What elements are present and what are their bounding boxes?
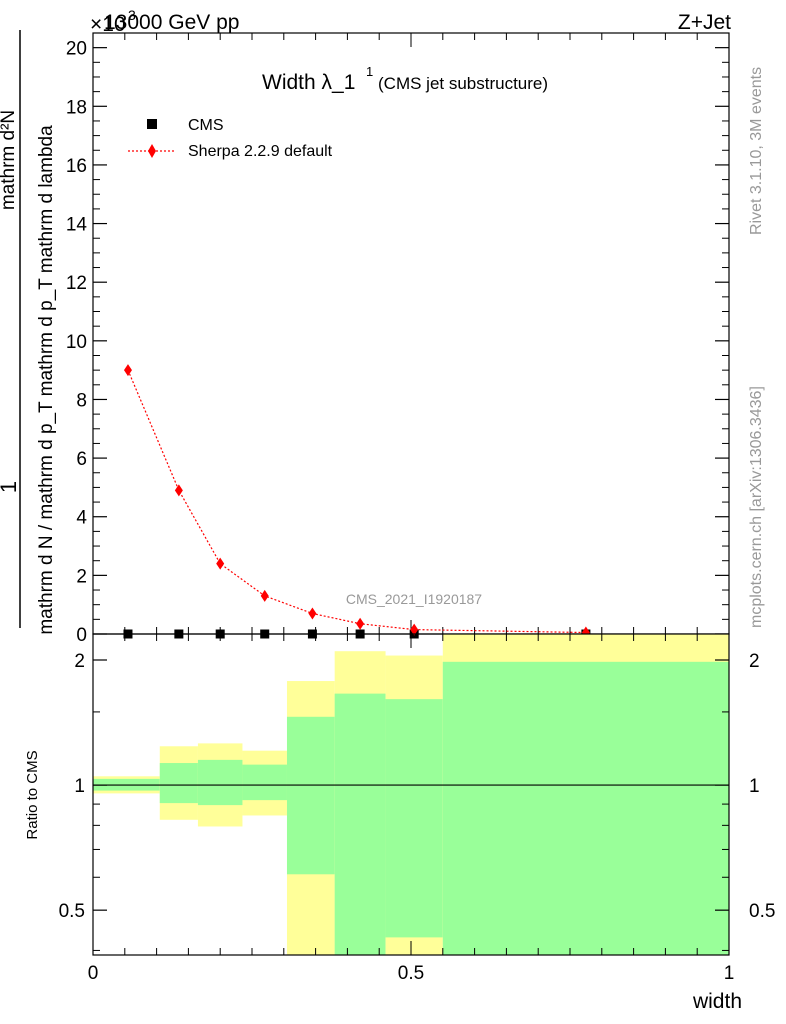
process-label: Z+Jet — [678, 11, 731, 34]
ratio-green-band — [385, 699, 443, 938]
ratio-bands — [93, 634, 729, 955]
legend: CMS Sherpa 2.2.9 default — [128, 117, 333, 160]
main-y-tick-label: 18 — [66, 97, 87, 118]
main-y-tick-label: 20 — [66, 39, 87, 60]
ratio-panel: 0.5 0.51 12 2 0 0.5 1 Ratio to CMS width — [24, 633, 775, 1013]
title-main: Width λ_1 — [262, 71, 355, 94]
y-label-top: mathrm d²N — [0, 110, 19, 210]
x-axis-label: width — [692, 990, 742, 1013]
ratio-y-tick-label: 2 — [74, 651, 85, 672]
exponent-label: ×10 — [90, 13, 126, 36]
ratio-green-band — [242, 764, 287, 801]
main-y-tick-label: 6 — [76, 449, 87, 470]
legend-cms-marker — [147, 119, 157, 129]
main-panel: 0 2 4 6 8 10 12 14 16 18 20 CMS_2021_I1920187 Widt… — [66, 32, 730, 646]
rivet-label: Rivet 3.1.10, 3M events — [748, 67, 765, 235]
x-tick-label: 0.5 — [398, 963, 424, 984]
ratio-green-band — [159, 763, 198, 804]
ratio-y-tick-label-right: 1 — [749, 776, 760, 797]
title-superscript: 1 — [366, 64, 373, 79]
sherpa-point — [410, 623, 419, 636]
main-y-ticks: 0 2 4 6 8 10 12 14 16 18 20 — [66, 39, 729, 646]
sherpa-point — [123, 364, 132, 377]
ratio-y-tick-label: 0.5 — [59, 901, 85, 922]
ratio-green-band — [286, 716, 335, 875]
legend-sherpa-marker — [148, 144, 156, 158]
y-label-numerator: 1 — [0, 481, 21, 493]
ratio-y-tick-label: 1 — [74, 776, 85, 797]
exponent-power: 3 — [128, 7, 136, 23]
main-y-tick-label: 10 — [66, 332, 87, 353]
ratio-green-band — [334, 693, 386, 955]
analysis-watermark: CMS_2021_I1920187 — [346, 591, 482, 607]
sherpa-point — [260, 589, 269, 602]
main-y-tick-label: 12 — [66, 273, 87, 294]
x-tick-label: 1 — [724, 963, 735, 984]
ratio-y-tick-label-right: 2 — [749, 651, 760, 672]
title-suffix: (CMS jet substructure) — [378, 74, 548, 93]
legend-cms-label: CMS — [188, 117, 224, 134]
sherpa-point — [216, 557, 225, 570]
main-y-tick-label: 0 — [76, 625, 87, 646]
ratio-green-band — [197, 759, 243, 806]
ratio-y-label: Ratio to CMS — [24, 750, 41, 839]
main-y-tick-label: 2 — [76, 566, 87, 587]
ratio-green-band — [442, 661, 729, 955]
sherpa-point — [308, 607, 317, 620]
ratio-y-tick-label-right: 0.5 — [749, 901, 775, 922]
sherpa-point — [356, 617, 365, 630]
main-y-tick-label: 16 — [66, 156, 87, 177]
main-y-tick-label: 14 — [66, 215, 88, 236]
x-tick-label: 0 — [88, 963, 99, 984]
main-y-tick-label: 8 — [76, 390, 87, 411]
legend-sherpa-label: Sherpa 2.2.9 default — [188, 143, 333, 160]
mcplots-label: mcplots.cern.ch [arXiv:1306.3436] — [748, 386, 765, 628]
sherpa-point — [174, 484, 183, 497]
ratio-y-ticks: 0.5 0.5 1 1 2 2 — [59, 651, 775, 951]
beam-label: 13000 GeV pp — [104, 11, 239, 34]
sherpa-line — [127, 369, 586, 634]
main-y-axis-label: 1 mathrm d N / mathrm d p_T mathrm d p_T… — [0, 30, 57, 635]
ratio-x-ticks: 0 0.5 1 — [88, 634, 735, 984]
main-y-tick-label: 4 — [76, 508, 87, 529]
plot-title: Width λ_1 1 (CMS jet substructure) — [262, 64, 548, 94]
y-label-denominator: mathrm d N / mathrm d p_T mathrm d p_T m… — [36, 125, 57, 635]
